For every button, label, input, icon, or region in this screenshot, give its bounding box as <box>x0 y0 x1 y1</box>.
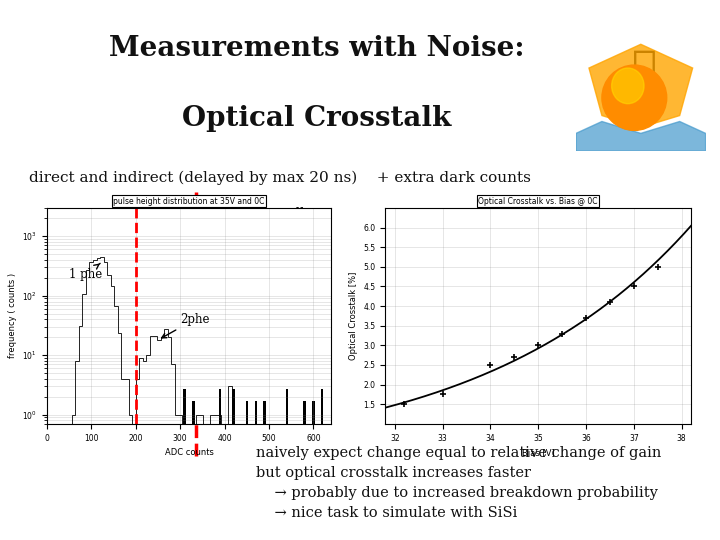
Text: Optical Crosstalk: Optical Crosstalk <box>182 105 451 132</box>
Bar <box>264 401 266 424</box>
Bar <box>192 401 194 424</box>
Text: optical crosstalk: optical crosstalk <box>198 207 308 220</box>
FancyArrow shape <box>196 222 307 242</box>
Text: 🐦: 🐦 <box>632 46 657 89</box>
Text: 2phe: 2phe <box>162 313 210 338</box>
Text: naively expect change equal to relative change of gain
but optical crosstalk inc: naively expect change equal to relative … <box>256 446 661 519</box>
Bar <box>286 389 288 424</box>
X-axis label: ADC counts: ADC counts <box>165 448 213 457</box>
Polygon shape <box>576 122 706 151</box>
Text: 1 phe: 1 phe <box>69 264 102 281</box>
Title: pulse height distribution at 35V and 0C: pulse height distribution at 35V and 0C <box>113 197 265 206</box>
Ellipse shape <box>602 65 667 130</box>
Bar <box>219 389 221 424</box>
Bar <box>184 389 186 424</box>
Bar <box>303 401 306 424</box>
X-axis label: Bias [V]: Bias [V] <box>522 448 554 457</box>
Polygon shape <box>589 44 693 127</box>
Bar <box>255 401 257 424</box>
Ellipse shape <box>612 68 644 104</box>
Bar <box>321 389 323 424</box>
Bar <box>246 401 248 424</box>
Text: Measurements with Noise:: Measurements with Noise: <box>109 35 525 62</box>
Y-axis label: frequency ( counts ): frequency ( counts ) <box>8 273 17 359</box>
Title: Optical Crosstalk vs. Bias @ 0C: Optical Crosstalk vs. Bias @ 0C <box>479 197 598 206</box>
Y-axis label: Optical Crosstalk [%]: Optical Crosstalk [%] <box>348 272 358 360</box>
Text: direct and indirect (delayed by max 20 ns)    + extra dark counts: direct and indirect (delayed by max 20 n… <box>29 171 531 185</box>
Bar <box>233 389 235 424</box>
Bar <box>312 401 315 424</box>
